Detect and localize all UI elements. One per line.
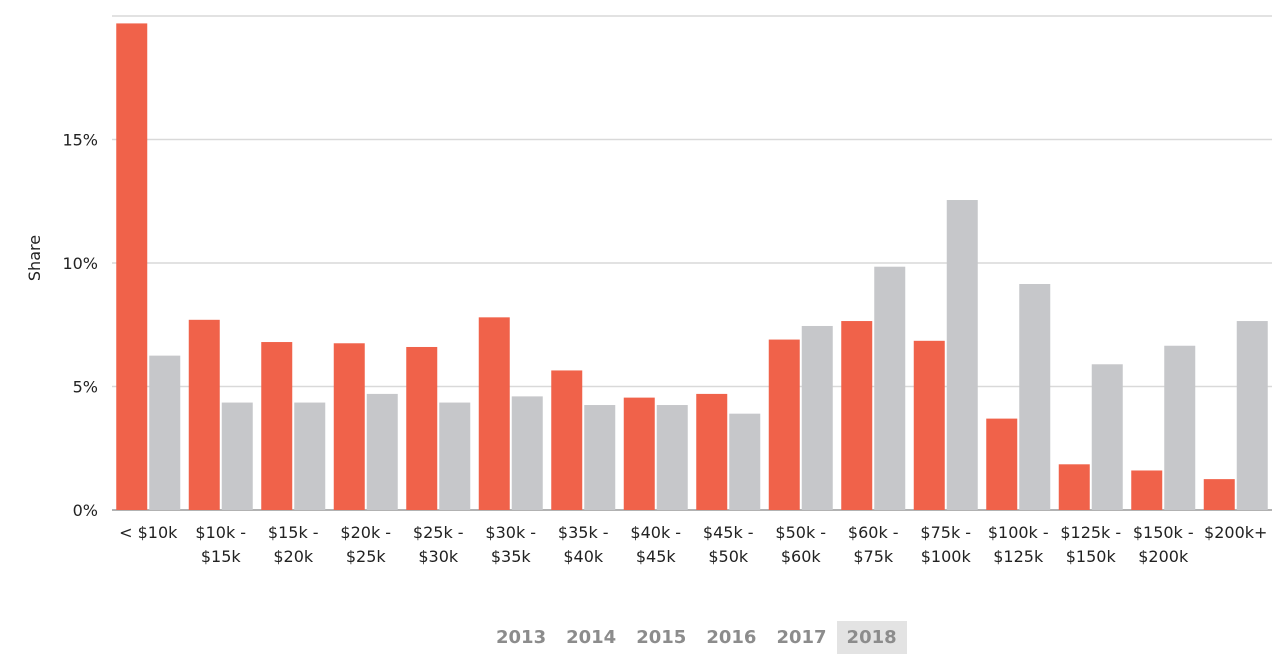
bar-series2: [1091, 364, 1123, 510]
bar-series1: [406, 346, 438, 510]
bar-chart: 0% 5% 10% 15% Share < $10k $10k - $15k $15k - $20…: [25, 15, 1272, 566]
year-button-2017[interactable]: 2017: [776, 627, 827, 648]
x-tick-label: $75k -: [920, 523, 971, 542]
bar-series1: [1058, 464, 1090, 510]
bar-series2: [439, 402, 471, 510]
x-tick-label: $200k: [1138, 547, 1189, 566]
x-tick-label: $15k: [201, 547, 242, 566]
x-tick-label: $25k -: [413, 523, 464, 542]
bar-series2: [511, 396, 543, 510]
bar-series2: [1236, 321, 1268, 510]
bar-series1: [696, 393, 728, 510]
x-tick-label: $60k -: [848, 523, 899, 542]
x-tick-label: $150k -: [1133, 523, 1194, 542]
x-tick-label: $45k -: [703, 523, 754, 542]
bar-series1: [623, 397, 655, 510]
x-tick-label: $20k -: [340, 523, 391, 542]
bar-series2: [366, 393, 398, 510]
bar-series1: [188, 319, 220, 510]
bar-series2: [656, 405, 688, 510]
x-tick-label: $40k: [563, 547, 604, 566]
bar-series2: [149, 355, 181, 510]
y-tick-label: 10%: [62, 254, 98, 273]
x-tick-label: $100k: [921, 547, 972, 566]
x-tick-label: $100k -: [988, 523, 1049, 542]
y-tick-label: 5%: [73, 378, 98, 397]
bar-series2: [1164, 345, 1196, 510]
x-tick-label: $40k -: [630, 523, 681, 542]
x-tick-label: $15k -: [268, 523, 319, 542]
bar-series2: [584, 405, 616, 510]
x-tick-label: $45k: [636, 547, 677, 566]
x-tick-label: $50k -: [775, 523, 826, 542]
bar-series1: [986, 418, 1018, 510]
bar-series1: [261, 342, 293, 510]
year-button-2013[interactable]: 2013: [496, 627, 547, 648]
bar-series2: [946, 200, 978, 510]
x-tick-label: $35k -: [558, 523, 609, 542]
bar-series2: [1019, 283, 1051, 510]
year-button-2018[interactable]: 2018: [836, 621, 907, 654]
bar-series2: [874, 266, 906, 510]
x-tick-label: $75k: [853, 547, 894, 566]
bar-series1: [333, 343, 365, 510]
bar-series2: [221, 402, 253, 510]
x-tick-label: $125k -: [1060, 523, 1121, 542]
bar-series2: [294, 402, 326, 510]
x-tick-label: $60k: [781, 547, 822, 566]
year-button-2016[interactable]: 2016: [706, 627, 757, 648]
x-tick-label: $30k -: [485, 523, 536, 542]
x-tick-label: $25k: [346, 547, 387, 566]
x-tick-label: $50k: [708, 547, 749, 566]
y-tick-label: 0%: [73, 501, 98, 520]
bar-series1: [1203, 479, 1235, 510]
bar-series1: [116, 23, 148, 510]
x-tick-label: $125k: [993, 547, 1044, 566]
bar-series1: [841, 321, 873, 510]
bar-series1: [478, 317, 510, 510]
year-selector: 2013 2014 2015 2016 2017 2018: [486, 621, 907, 654]
x-tick-label: $20k: [273, 547, 314, 566]
year-button-2015[interactable]: 2015: [636, 627, 687, 648]
x-tick-label: $30k: [418, 547, 459, 566]
bar-series1: [913, 340, 945, 510]
bar-series1: [768, 339, 800, 510]
x-tick-label: < $10k: [119, 523, 178, 542]
y-tick-label: 15%: [62, 131, 98, 150]
bar-series1: [1131, 470, 1163, 510]
bar-series2: [801, 325, 833, 510]
x-tick-label: $10k -: [195, 523, 246, 542]
bar-series2: [729, 413, 761, 510]
x-tick-label: $200k+: [1204, 523, 1267, 542]
bar-series1: [551, 370, 583, 510]
year-button-2014[interactable]: 2014: [566, 627, 617, 648]
x-tick-label: $35k: [491, 547, 532, 566]
y-axis-label: Share: [25, 235, 44, 281]
x-tick-label: $150k: [1066, 547, 1117, 566]
